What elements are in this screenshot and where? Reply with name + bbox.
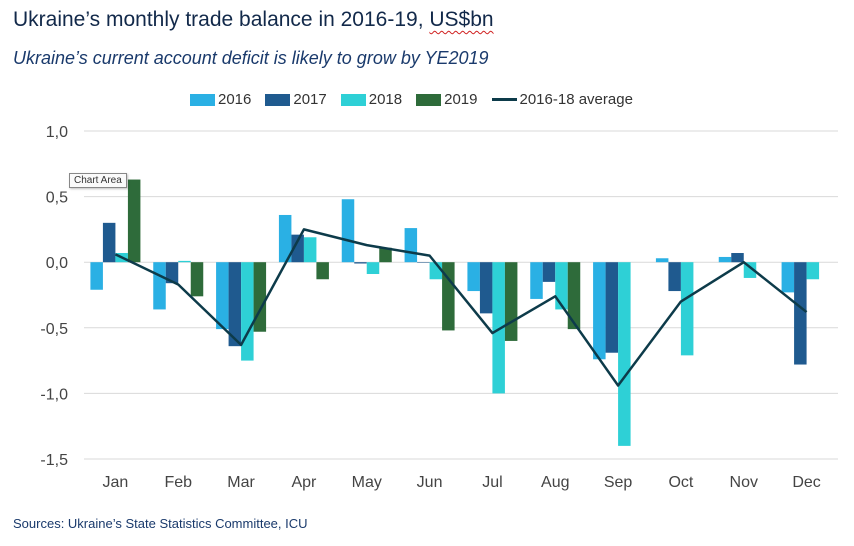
bar-2016-Nov — [718, 256, 732, 263]
y-tick-label: 0,5 — [46, 190, 68, 207]
x-category-label: Oct — [668, 474, 693, 491]
legend-label-2017: 2017 — [293, 91, 327, 108]
legend-label-average: 2016-18 average — [519, 91, 633, 108]
y-tick-label: -1,5 — [40, 452, 68, 469]
bar-2017-May — [354, 262, 367, 264]
bar-2019-Aug — [567, 262, 581, 330]
legend-item-average: 2016-18 average — [491, 91, 633, 108]
chart-title-text: Ukraine’s monthly trade balance in 2016-… — [13, 8, 430, 31]
bar-2016-May — [341, 199, 355, 263]
chart-title: Ukraine’s monthly trade balance in 2016-… — [13, 8, 494, 32]
legend-item-2017: 2017 — [265, 91, 327, 108]
legend-label-2016: 2016 — [218, 91, 252, 108]
bar-2017-Mar — [228, 262, 242, 347]
y-tick-label: -0,5 — [40, 321, 68, 338]
bar-2019-Jun — [442, 262, 455, 331]
x-category-label: Aug — [541, 474, 569, 491]
bar-2018-Aug — [555, 262, 568, 310]
chart-legend: 2016 2017 2018 2019 2016-18 average — [190, 91, 647, 108]
bar-2016-Mar — [216, 262, 229, 330]
bar-2019-Feb — [190, 262, 204, 297]
legend-item-2018: 2018 — [340, 91, 403, 108]
bar-2018-Oct — [680, 262, 694, 356]
x-category-label: Jul — [482, 474, 502, 491]
bar-2016-Oct — [655, 258, 669, 263]
legend-swatch-2018 — [340, 93, 366, 106]
average-line — [114, 228, 808, 387]
legend-item-2019: 2019 — [416, 91, 478, 108]
legend-label-2018: 2018 — [368, 91, 403, 108]
bar-2019-Apr — [316, 262, 329, 280]
bar-2019-May — [379, 247, 392, 263]
bar-2017-Jan — [102, 222, 116, 263]
legend-label-2019: 2019 — [444, 91, 478, 108]
bar-2018-Jul — [492, 262, 505, 394]
x-category-label: Jun — [417, 474, 443, 491]
x-category-label: Dec — [792, 474, 820, 491]
bar-2017-Feb — [165, 262, 179, 284]
bar-2019-Mar — [253, 262, 267, 332]
chart-area-tooltip: Chart Area — [69, 173, 127, 188]
bar-2017-Jul — [479, 262, 493, 314]
x-category-label: Jan — [103, 474, 129, 491]
x-category-label: May — [352, 474, 382, 491]
x-category-label: Nov — [730, 474, 758, 491]
bar-2016-Jan — [90, 262, 103, 290]
chart-subtitle: Ukraine’s current account deficit is lik… — [13, 48, 489, 68]
bar-2018-Dec — [806, 262, 820, 280]
y-tick-label: 1,0 — [46, 124, 68, 141]
bar-2017-Apr — [291, 234, 304, 263]
bar-2016-Aug — [530, 262, 543, 299]
bar-2016-Feb — [153, 262, 166, 310]
source-note: Sources: Ukraine’s State Statistics Comm… — [13, 516, 308, 531]
x-category-label: Mar — [227, 474, 255, 491]
bar-2019-Jul — [504, 262, 518, 341]
bar-2017-Aug — [542, 262, 556, 282]
y-tick-label: -1,0 — [40, 386, 68, 403]
bar-2016-Jul — [467, 262, 480, 292]
bar-2018-Mar — [241, 262, 254, 361]
bar-2018-Apr — [303, 237, 317, 263]
bar-2018-May — [366, 262, 380, 275]
bar-2017-Nov — [731, 253, 744, 263]
x-category-label: Sep — [604, 474, 633, 491]
bar-2017-Oct — [668, 262, 681, 292]
x-category-label: Feb — [164, 474, 192, 491]
bar-2017-Sep — [605, 262, 619, 353]
legend-line-average — [491, 98, 517, 101]
bar-2016-Dec — [781, 262, 795, 293]
bar-2018-Feb — [178, 260, 191, 263]
bar-2017-Jun — [417, 262, 430, 263]
bar-2019-Jan — [127, 179, 141, 263]
bar-2016-Sep — [593, 262, 606, 360]
legend-swatch-2017 — [265, 93, 291, 106]
bar-2016-Jun — [404, 228, 418, 263]
bar-2017-Dec — [794, 262, 807, 365]
bar-2016-Apr — [278, 214, 292, 263]
legend-swatch-2019 — [416, 93, 442, 106]
y-tick-label: 0,0 — [46, 255, 68, 272]
chart-title-unit: US$bn — [429, 8, 494, 31]
bar-2018-Sep — [618, 262, 631, 446]
x-category-label: Apr — [291, 474, 317, 491]
legend-item-2016: 2016 — [190, 91, 251, 108]
legend-swatch-2016 — [190, 93, 215, 106]
